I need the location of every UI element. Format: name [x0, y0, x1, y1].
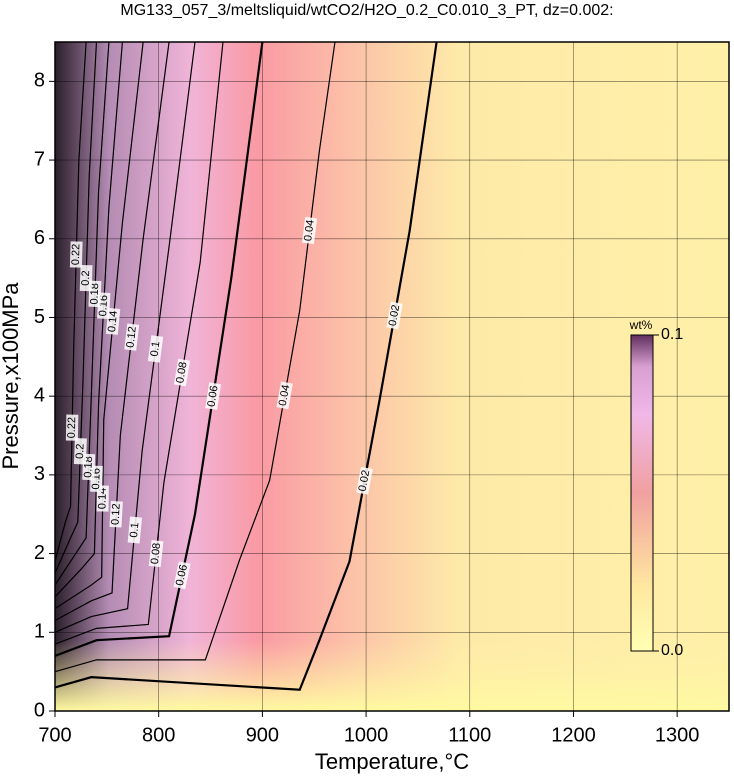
contour-label-bg [65, 414, 79, 441]
x-tick-label: 800 [142, 724, 175, 746]
chart-title: MG133_057_3/meltsliquid/wtCO2/H2O_0.2_C0… [120, 2, 613, 19]
x-tick-label: 1300 [655, 724, 700, 746]
contour-label: 0.14 [106, 310, 120, 332]
contour-label-bg [173, 561, 191, 590]
contour-label-bg [127, 516, 143, 544]
x-tick-label: 1100 [448, 724, 491, 746]
contour-label: 0.04 [302, 219, 317, 242]
colorbar-label: wt% [629, 318, 653, 332]
contour-label: 0.2 [80, 270, 92, 286]
contour-label-group: 0.06 [205, 382, 222, 410]
contour-label-group: 0.1 [147, 335, 164, 363]
y-tick-label: 1 [34, 621, 45, 643]
contour-label-bg [105, 307, 121, 335]
contour-label: 0.22 [70, 244, 83, 266]
contour-label: 0.08 [174, 361, 189, 384]
contour-label: 0.02 [387, 304, 403, 327]
colorbar [630, 334, 654, 652]
x-tick-label: 900 [246, 724, 279, 746]
contour-label-bg [79, 264, 93, 292]
contour-label-bg [276, 381, 293, 410]
contour-label-bg [124, 323, 140, 351]
contour-label-bg [386, 301, 403, 330]
contour-label: 0.06 [174, 563, 190, 586]
contour-label-group: 0.02 [386, 301, 403, 330]
colorbar-tick-label: 0.0 [661, 642, 683, 659]
contour-label-group: 0.06 [173, 561, 191, 590]
y-tick-label: 0 [34, 699, 45, 721]
contour-label-bg [302, 216, 318, 245]
x-tick-label: 1000 [344, 724, 389, 746]
contour-line [54, 41, 438, 691]
contour-label-group: 0.08 [173, 358, 191, 387]
contour-label-group: 0.02 [356, 466, 373, 495]
colorbar-tick-label: 0.1 [661, 326, 683, 343]
contour-label-group: 0.14 [96, 485, 109, 512]
contour-label: 0.12 [124, 326, 138, 349]
contour-label: 0.1 [128, 522, 141, 538]
contour-label-group: 0.08 [148, 540, 164, 568]
contour-label-bg [73, 438, 87, 465]
x-tick-label: 700 [38, 724, 71, 746]
contour-label: 0.08 [149, 542, 163, 565]
contour-label-group: 0.22 [65, 414, 79, 441]
contour-label: 0.2 [74, 443, 87, 459]
contour-label-bg [148, 540, 164, 568]
y-tick-label: 7 [34, 148, 45, 170]
y-axis-label: Pressure,x100MPa [0, 282, 23, 470]
contour-line [54, 41, 336, 673]
contour-label-bg [109, 500, 123, 528]
contour-label: 0.02 [357, 469, 373, 492]
contour-label-group: 0.22 [69, 241, 83, 268]
contour-label-group: 0.12 [109, 500, 123, 528]
x-tick-label: 1200 [551, 724, 596, 746]
contour-label-group: 0.04 [302, 216, 318, 245]
contour-label-bg [69, 241, 83, 268]
y-tick-label: 4 [34, 384, 45, 406]
x-axis-label: Temperature,°C [315, 749, 469, 774]
contour-label-bg [147, 335, 164, 363]
contour-label: 0.12 [110, 503, 123, 525]
contour-label-bg [96, 485, 109, 512]
y-tick-label: 2 [34, 542, 45, 564]
y-tick-label: 8 [34, 70, 45, 92]
contour-label-group: 0.14 [105, 307, 121, 335]
y-tick-label: 3 [34, 463, 45, 485]
contour-label-group: 0.2 [79, 264, 93, 292]
contour-label-bg [205, 382, 222, 410]
contour-label: 0.1 [149, 341, 163, 358]
contour-label-bg [173, 358, 191, 387]
contour-label: 0.14 [96, 488, 108, 510]
contour-label: 0.22 [66, 417, 78, 439]
y-tick-label: 5 [34, 306, 45, 328]
contour-label-bg [356, 466, 373, 495]
contour-label-group: 0.12 [124, 323, 140, 351]
contour-label: 0.04 [277, 384, 293, 407]
contour-label-group: 0.04 [276, 381, 293, 410]
contour-label-group: 0.1 [127, 516, 143, 544]
contour-label: 0.06 [205, 385, 220, 408]
y-tick-label: 6 [34, 227, 45, 249]
field [55, 42, 729, 711]
field-bottom [55, 640, 729, 711]
contour-label-group: 0.2 [73, 438, 87, 465]
plot-frame [54, 41, 730, 712]
